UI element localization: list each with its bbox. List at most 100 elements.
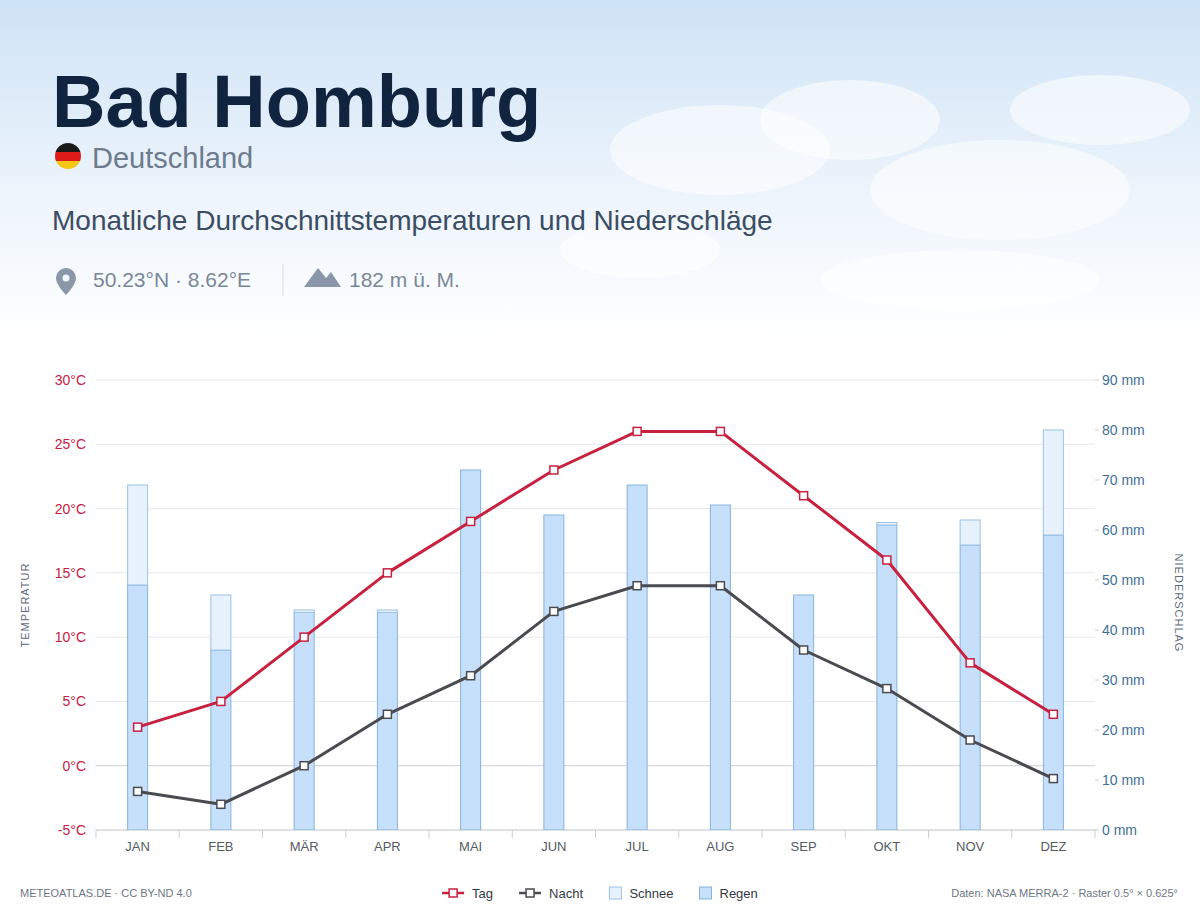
y2-tick [1095,830,1099,831]
marker [1049,775,1057,783]
coordinates: 50.23°N · 8.62°E [93,268,251,291]
y2-tick [1095,380,1099,381]
x-separator [96,830,97,838]
bar [377,610,397,613]
legend-label: Tag [472,886,493,901]
flag-stripe [55,161,81,170]
marker [883,556,891,564]
marker [550,607,558,615]
line [138,586,1054,805]
x-separator [179,830,180,838]
subtitle: Monatliche Durchschnittstemperaturen und… [52,205,773,236]
marker [550,466,558,474]
bar [1043,430,1063,535]
bar [128,485,148,585]
legend-item: Tag [442,886,493,901]
legend-label: Nacht [549,886,583,901]
line [138,431,1054,727]
y2-tick [1095,580,1099,581]
x-tick-label: SEP [791,839,817,854]
marker [1049,710,1057,718]
y2-tick-label: 40 mm [1102,622,1145,638]
x-separator [345,830,346,838]
legend-swatch [449,889,457,897]
y2-tick [1095,430,1099,431]
legend-label: Schnee [629,886,673,901]
marker [883,685,891,693]
y2-tick-label: 60 mm [1102,522,1145,538]
x-tick-label: JAN [125,839,150,854]
x-tick-label: AUG [706,839,734,854]
x-separator [262,830,263,838]
y-axis-title: TEMPERATUR [19,563,31,648]
country: Deutschland [92,142,253,174]
bar [627,485,647,486]
x-separator [845,830,846,838]
legend-swatch [700,887,712,899]
bar [794,595,814,830]
legend: Tag Nacht Schnee Regen [442,886,758,901]
legend-item: Schnee [609,886,673,901]
grid-line [96,508,1095,509]
y-tick-label: -5°C [58,822,86,838]
marker [633,427,641,435]
flag-stripe [55,143,81,152]
legend-swatch [609,887,621,899]
y-tick-label: 0°C [63,758,87,774]
y2-tick-label: 10 mm [1102,772,1145,788]
bar [544,515,564,830]
legend-item: Nacht [519,886,583,901]
x-tick-label: NOV [956,839,985,854]
x-tick-label: MÄR [290,839,319,854]
y2-axis-title: NIEDERSCHLAG [1173,554,1185,653]
x-separator [762,830,763,838]
bar [960,520,980,545]
x-separator [512,830,513,838]
marker [383,710,391,718]
marker [966,659,974,667]
x-tick-label: JUN [541,839,566,854]
y2-tick [1095,530,1099,531]
marker [300,633,308,641]
cloud [820,250,1100,310]
y2-tick [1095,630,1099,631]
title: Bad Homburg [52,60,541,143]
y2-tick [1095,780,1099,781]
sky [0,0,1200,340]
y-tick-label: 5°C [63,693,87,709]
elevation: 182 m ü. M. [349,268,460,291]
y2-tick-label: 0 mm [1102,822,1137,838]
y2-tick-label: 20 mm [1102,722,1145,738]
bar [710,505,730,830]
flag-stripe [55,152,81,161]
bar [294,613,314,831]
grid-line [96,637,1095,638]
x-tick-label: MAI [459,839,482,854]
flag [55,143,81,170]
marker [716,427,724,435]
y2-tick-label: 70 mm [1102,472,1145,488]
y2-tick-label: 30 mm [1102,672,1145,688]
marker [467,517,475,525]
marker [217,800,225,808]
y2-tick-label: 90 mm [1102,372,1145,388]
legend-label: Regen [720,886,758,901]
bar [710,505,730,506]
y2-tick [1095,680,1099,681]
marker [217,697,225,705]
marker [800,492,808,500]
y-tick-label: 25°C [55,436,86,452]
bar [544,515,564,516]
grid-line [96,380,1095,381]
x-tick-label: OKT [874,839,901,854]
marker [716,582,724,590]
legend-item: Regen [700,886,758,901]
marker [383,569,391,577]
y-tick-label: 20°C [55,501,86,517]
x-separator [1011,830,1012,838]
x-separator [928,830,929,838]
bar [960,545,980,830]
bar [1043,535,1063,830]
footer-source: METEOATLAS.DE · CC BY-ND 4.0 [20,887,192,899]
marker [800,646,808,654]
